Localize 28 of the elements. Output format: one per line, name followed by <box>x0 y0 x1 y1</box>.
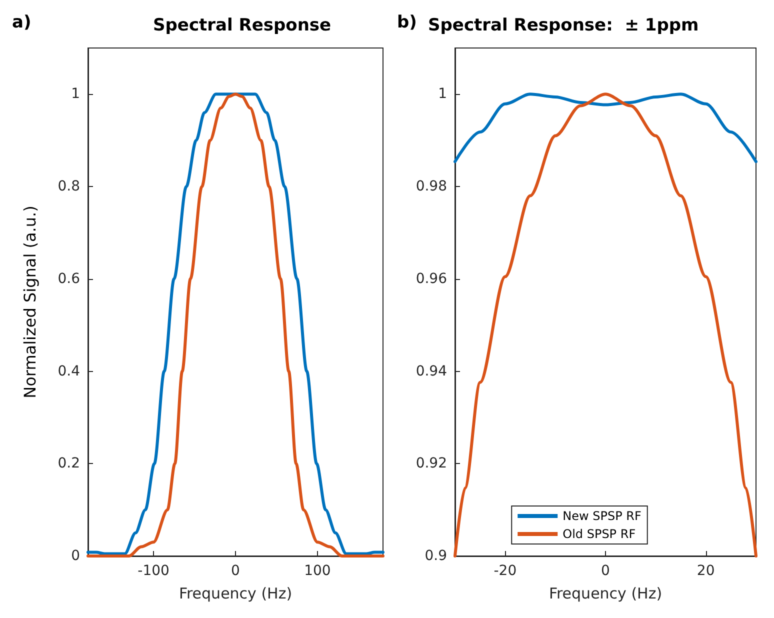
y-tick-label: 0.2 <box>58 456 80 472</box>
y-tick-label: 1 <box>71 86 80 102</box>
y-tick-label: 0.98 <box>416 178 447 195</box>
y-tick-label: 0.94 <box>416 363 448 380</box>
x-axis-title: Frequency (Hz) <box>548 584 662 602</box>
y-tick-label: 0.9 <box>424 548 447 564</box>
y-axis-title: Normalized Signal (a.u.) <box>20 206 40 398</box>
chart-title: Spectral Response: ± 1ppm <box>428 16 699 36</box>
x-tick-label: 0 <box>231 563 240 579</box>
legend-label: Old SPSP RF <box>562 527 636 541</box>
x-tick-label: -20 <box>494 563 517 579</box>
y-tick-label: 0.4 <box>58 363 80 380</box>
y-tick-label: 0.96 <box>416 270 448 287</box>
text: b) <box>397 12 417 32</box>
legend-label: New SPSP RF <box>562 509 642 523</box>
x-tick-label: 0 <box>601 563 610 579</box>
y-tick-label: 1 <box>438 86 447 102</box>
line-series <box>454 92 758 164</box>
chart-title: Spectral Response <box>153 16 332 36</box>
x-tick-label: 100 <box>304 563 331 579</box>
x-tick-label: -100 <box>138 563 170 579</box>
y-tick-label: 0.8 <box>58 178 80 195</box>
x-tick-label: 20 <box>696 563 715 579</box>
text: a) <box>12 12 32 32</box>
y-tick-label: 0.92 <box>416 456 447 472</box>
y-tick-label: 0 <box>71 548 80 564</box>
x-axis-title: Frequency (Hz) <box>178 584 292 602</box>
y-tick-label: 0.6 <box>58 270 80 287</box>
